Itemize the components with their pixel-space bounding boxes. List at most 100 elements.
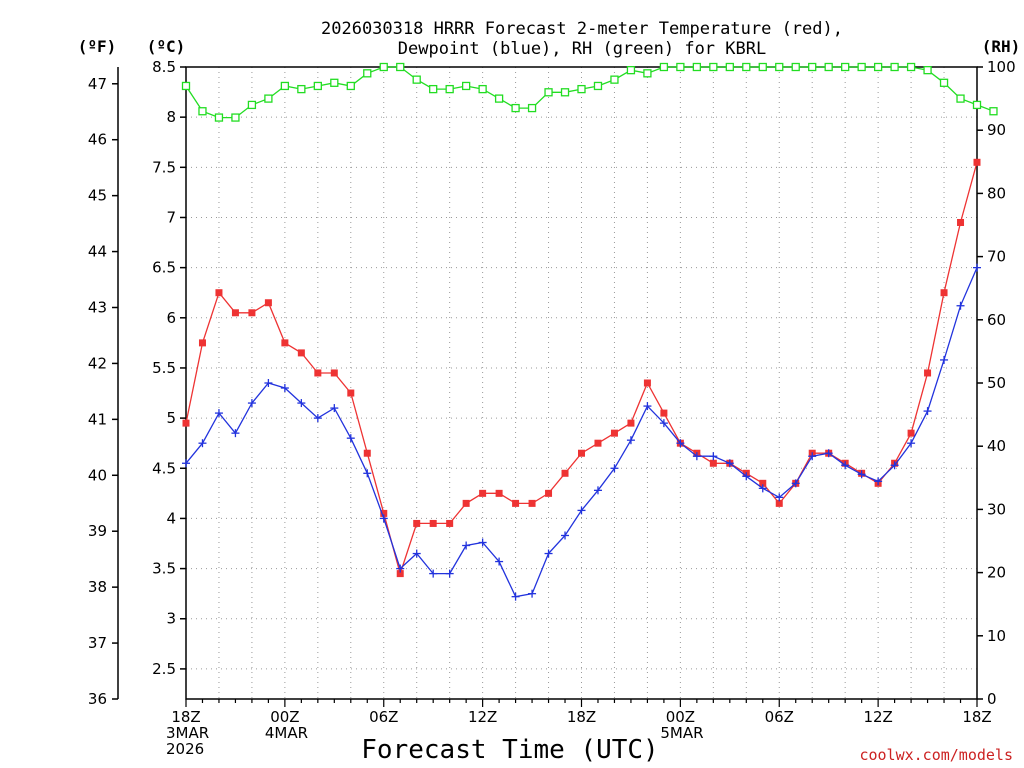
series-2-point-13 — [396, 62, 405, 72]
fahrenheit-tick-label-1: 37 — [88, 634, 107, 652]
series-2-point-20 — [511, 103, 520, 113]
series-2-point-25 — [593, 81, 603, 91]
series-1-point-20 — [511, 592, 520, 601]
x-tick-label-8-0: 18Z — [962, 708, 991, 726]
series-0-point-15 — [429, 519, 437, 527]
fahrenheit-unit-label: (ºF) — [78, 37, 117, 56]
series-2-point-29 — [659, 62, 669, 72]
series-0-point-0 — [182, 419, 190, 427]
series-2-point-41 — [857, 62, 866, 72]
series-0-point-4 — [248, 309, 256, 317]
series-2-point-46 — [939, 78, 949, 87]
series-1-point-6 — [280, 384, 289, 393]
series-1-point-16 — [445, 569, 454, 578]
celsius-tick-label-12: 8.5 — [152, 58, 176, 76]
fahrenheit-tick-label-7: 43 — [88, 298, 107, 316]
series-1-point-22 — [544, 549, 553, 558]
series-1-point-24 — [577, 506, 586, 515]
series-1-point-25 — [593, 486, 602, 495]
series-1-point-37 — [791, 479, 800, 488]
series-2-point-19 — [494, 94, 504, 103]
series-2-point-32 — [709, 62, 718, 72]
series-2-point-14 — [412, 75, 421, 84]
series-2-point-37 — [791, 62, 800, 72]
series-1-point-27 — [626, 436, 635, 445]
series-0-point-36 — [775, 499, 783, 507]
x-tick-label-5-1: 5MAR — [660, 724, 703, 742]
series-2-point-26 — [610, 75, 619, 84]
series-1-point-30 — [676, 439, 685, 448]
series-1-point-39 — [824, 449, 833, 458]
x-axis-title: Forecast Time (UTC) — [361, 735, 658, 765]
series-1-point-31 — [692, 452, 701, 461]
rh-tick-label-6: 60 — [987, 311, 1006, 329]
series-2-point-22 — [544, 88, 553, 97]
series-1-point-33 — [725, 459, 734, 468]
series-0-point-35 — [759, 479, 767, 487]
rh-tick-label-4: 40 — [987, 437, 1006, 455]
series-1-point-23 — [561, 531, 570, 540]
series-2-point-7 — [297, 84, 306, 94]
series-1-point-5 — [264, 379, 273, 387]
series-1-point-34 — [742, 472, 751, 481]
series-2-point-39 — [824, 62, 833, 72]
fahrenheit-tick-label-0: 36 — [88, 690, 107, 708]
series-0-point-7 — [297, 349, 305, 357]
series-1-point-3 — [231, 429, 240, 438]
series-1-point-8 — [313, 414, 322, 423]
series-1-point-28 — [643, 402, 652, 411]
rh-tick-label-10: 100 — [987, 58, 1016, 76]
series-1-point-4 — [247, 399, 256, 408]
series-1-point-2 — [214, 409, 223, 418]
series-2-point-36 — [775, 62, 784, 72]
series-1-point-38 — [808, 452, 817, 461]
series-1-point-14 — [412, 549, 421, 558]
series-1-point-47 — [956, 301, 965, 310]
series-0-point-8 — [314, 369, 322, 377]
x-tick-label-3-0: 12Z — [468, 708, 497, 726]
series — [181, 62, 998, 601]
series-2-point-24 — [577, 84, 586, 94]
series-0-point-18 — [479, 489, 487, 497]
series-2-point-49 — [989, 107, 998, 116]
celsius-tick-label-7: 6 — [166, 309, 176, 327]
series-0-point-9 — [330, 369, 338, 377]
series-2-point-15 — [429, 84, 438, 94]
series-1-point-7 — [297, 399, 306, 408]
celsius-tick-label-4: 4.5 — [152, 459, 176, 477]
x-tick-label-0-1: 3MAR — [166, 724, 209, 742]
series-2-point-33 — [725, 62, 734, 72]
series-1-point-1 — [198, 439, 207, 448]
series-1-point-0 — [182, 459, 190, 468]
series-1-point-48 — [973, 263, 981, 272]
series-2-point-40 — [841, 62, 850, 72]
rh-tick-label-0: 0 — [987, 690, 997, 708]
celsius-tick-label-5: 5 — [166, 409, 176, 427]
series-1-point-29 — [659, 419, 668, 428]
series-2-point-23 — [560, 88, 570, 97]
celsius-tick-label-0: 2.5 — [152, 660, 176, 678]
fahrenheit-tick-label-9: 45 — [88, 187, 107, 205]
series-0-point-47 — [957, 218, 965, 226]
series-0-point-11 — [363, 449, 371, 457]
series-0-point-32 — [709, 459, 717, 467]
celsius-tick-label-3: 4 — [166, 509, 176, 527]
series-0-point-24 — [578, 449, 585, 457]
celsius-tick-label-6: 5.5 — [152, 359, 176, 377]
series-2-point-10 — [346, 81, 355, 91]
x-tick-label-2-0: 06Z — [369, 708, 398, 726]
series-0-point-2 — [215, 289, 223, 297]
series-1-point-19 — [495, 557, 504, 566]
series-2-point-0 — [181, 81, 191, 91]
series-0-point-44 — [907, 429, 915, 437]
series-2-point-30 — [676, 62, 685, 72]
x-tick-label-0-0: 18Z — [171, 708, 200, 726]
rh-tick-label-9: 90 — [987, 121, 1006, 139]
series-0-point-45 — [924, 369, 932, 377]
rh-tick-label-3: 30 — [987, 500, 1006, 518]
series-0-point-14 — [413, 519, 421, 527]
rh-tick-label-7: 70 — [987, 248, 1006, 266]
series-2-point-6 — [280, 81, 290, 91]
series-1-point-43 — [890, 461, 899, 470]
fahrenheit-tick-label-3: 39 — [88, 522, 107, 540]
